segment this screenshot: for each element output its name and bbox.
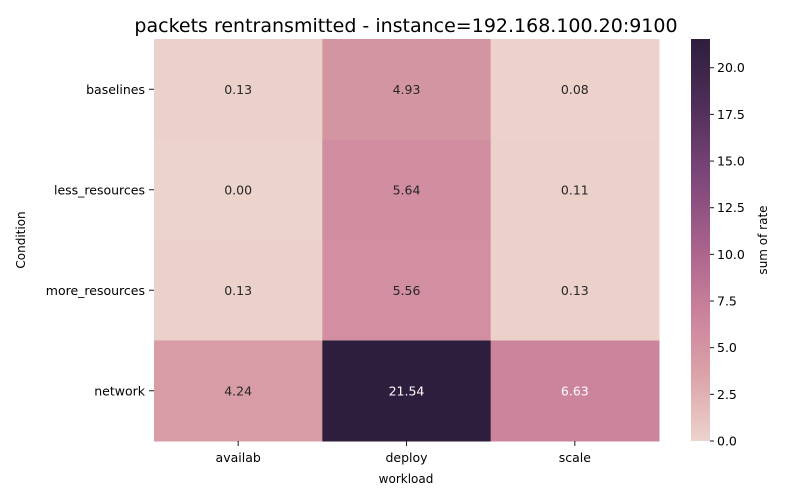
cell-value-label: 21.54 xyxy=(389,383,425,398)
cell-value-label: 5.64 xyxy=(393,182,421,197)
cell-value-label: 0.13 xyxy=(224,283,252,298)
y-axis: baselines less_resources more_resourcesnet… xyxy=(46,82,154,398)
heatmap-cell xyxy=(154,139,323,241)
heatmap-cell xyxy=(322,139,492,241)
colorbar-tick-label: 2.5 xyxy=(717,387,737,402)
colorbar-tick-label: 5.0 xyxy=(717,340,737,355)
colorbar-tick-label: 12.5 xyxy=(717,200,745,215)
heatmap-cell xyxy=(490,139,660,241)
cell-value-label: 0.13 xyxy=(224,82,252,97)
heatmap-cell xyxy=(490,39,660,140)
heatmap-cell xyxy=(154,340,323,442)
colorbar-ticks: 0.0 2.5 5.0 7.5 10.0 12.5 15.0 17.5 20.0 xyxy=(710,60,745,449)
colorbar-tick-label: 7.5 xyxy=(717,294,737,309)
x-axis-label: workload xyxy=(379,472,434,486)
cell-value-label: 0.11 xyxy=(561,182,589,197)
colorbar-tick-label: 20.0 xyxy=(717,60,745,75)
colorbar-tick-label: 15.0 xyxy=(717,154,745,169)
y-tick-label: baselines xyxy=(86,82,145,97)
colorbar-label: sum of rate xyxy=(756,205,770,274)
heatmap-cell xyxy=(490,240,660,341)
colorbar-tick-label: 10.0 xyxy=(717,247,745,262)
heatmap-cell xyxy=(322,240,492,341)
y-axis-label: Condition xyxy=(14,211,28,268)
chart-title: packets rentransmitted - instance=192.16… xyxy=(134,15,677,37)
cell-value-label: 0.08 xyxy=(561,82,589,97)
cell-value-label: 5.56 xyxy=(393,283,421,298)
x-tick-label: scale xyxy=(559,450,592,465)
colorbar-tick-label: 17.5 xyxy=(717,107,745,122)
x-tick-label: availab xyxy=(216,450,261,465)
y-tick-label: more_resources xyxy=(46,283,145,298)
heatmap-cell xyxy=(154,240,323,341)
y-tick-label: network xyxy=(94,383,146,398)
heatmap-cells: 0.13 4.93 0.08 0.00 5.64 0.11 0.13 5.56 0.13 4.24… xyxy=(154,39,660,442)
x-tick-label: deploy xyxy=(385,450,428,465)
heatmap-cell xyxy=(322,39,492,140)
cell-value-label: 4.93 xyxy=(393,82,421,97)
x-axis: availab deploy scale xyxy=(216,441,592,465)
heatmap-cell xyxy=(154,39,323,140)
y-tick-label: less_resources xyxy=(54,182,145,197)
colorbar-tick-label: 0.0 xyxy=(717,434,737,449)
colorbar xyxy=(691,39,710,441)
cell-value-label: 6.63 xyxy=(561,383,589,398)
cell-value-label: 4.24 xyxy=(224,383,252,398)
heatmap-cell xyxy=(490,340,660,442)
heatmap-cell xyxy=(322,340,492,442)
cell-value-label: 0.00 xyxy=(224,182,252,197)
cell-value-label: 0.13 xyxy=(561,283,589,298)
